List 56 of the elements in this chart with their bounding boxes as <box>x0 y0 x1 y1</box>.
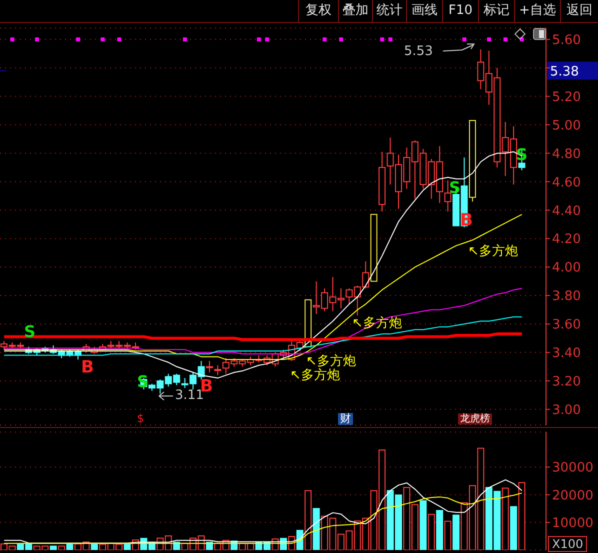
y-tick-label: 5.20 <box>552 90 581 105</box>
category-label: 返回 <box>560 0 598 22</box>
annotation: 龙虎榜 <box>458 414 492 424</box>
y-tick-label: 3.00 <box>552 402 581 418</box>
y-tick-label: 3.40 <box>552 346 581 362</box>
category-label: 标记 <box>478 0 514 22</box>
y-tick-label: 5.00 <box>552 118 581 134</box>
annotation: ↖多方炮 <box>290 368 340 384</box>
bar <box>428 514 435 550</box>
bar <box>312 508 320 550</box>
y-tick-label: 4.80 <box>552 146 581 162</box>
ref-line-label: 5.38 <box>550 64 579 80</box>
bar <box>58 546 66 550</box>
annotation: 5.53 <box>404 44 433 60</box>
annotation: ↖多方炮 <box>468 244 518 260</box>
category-label: +自选 <box>514 0 560 22</box>
candlestick <box>214 364 222 376</box>
bar <box>66 544 74 550</box>
y-tick-label: 30000 <box>552 460 594 476</box>
text: X100 <box>548 536 588 552</box>
bar <box>304 490 312 550</box>
y-tick-label: 4.20 <box>552 232 581 248</box>
annotation: B <box>81 358 94 378</box>
category-label: 复权 <box>298 0 338 22</box>
category-label: F10 <box>442 0 478 22</box>
y-tick-label: 5.60 <box>552 33 581 48</box>
category-label: 统计 <box>372 0 406 22</box>
annotation: $ <box>137 412 144 426</box>
line-series <box>4 479 522 544</box>
bar <box>124 544 131 550</box>
annotation: ↖多方炮 <box>306 354 356 369</box>
candlestick <box>206 360 213 373</box>
bar <box>518 482 526 550</box>
category-label: 画线 <box>406 0 442 22</box>
y-tick-label: 20000 <box>552 488 594 504</box>
y-tick-label: 3.80 <box>552 289 581 304</box>
y-tick-label: 4.40 <box>552 204 581 219</box>
bar <box>452 514 460 550</box>
bar <box>50 546 57 550</box>
y-tick-label: 4.60 <box>552 175 581 190</box>
bar <box>502 488 509 550</box>
bar <box>90 544 98 550</box>
y-tick-label: 4.00 <box>552 260 581 276</box>
bar <box>436 510 444 550</box>
bar <box>510 506 518 550</box>
category-label: 叠加 <box>338 0 372 22</box>
y-tick-label: 10000 <box>552 516 594 531</box>
bar <box>420 500 427 550</box>
bar <box>444 520 452 550</box>
annotation: S <box>449 178 461 198</box>
annotation: B <box>200 376 213 397</box>
line-series <box>4 492 522 544</box>
annotation: 财 <box>338 412 353 426</box>
y-tick-label: 3.60 <box>552 318 581 333</box>
y-tick-label: 3.20 <box>552 374 581 390</box>
candlestick <box>444 180 452 212</box>
